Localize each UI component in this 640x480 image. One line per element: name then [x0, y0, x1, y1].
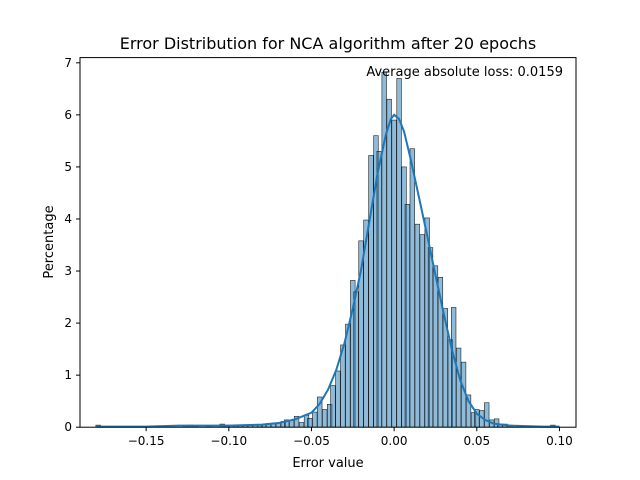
- plot-frame: [79, 57, 577, 428]
- histogram-bar: [451, 307, 457, 428]
- histogram-bar: [404, 204, 410, 428]
- kde-curve: [96, 113, 560, 428]
- y-tick-label: 6: [64, 108, 72, 122]
- x-tick-label: −0.10: [210, 434, 247, 448]
- y-tick-label: 5: [64, 160, 72, 174]
- histogram-bar: [391, 119, 397, 428]
- y-axis-label: Percentage: [42, 205, 57, 278]
- histogram-bar: [381, 71, 387, 428]
- histogram-bar: [386, 98, 392, 428]
- y-tick-label: 4: [64, 212, 72, 226]
- x-tick-label: −0.05: [293, 434, 330, 448]
- histogram-bar: [432, 265, 439, 428]
- x-tick-label: 0.05: [463, 434, 490, 448]
- histogram-bar: [312, 411, 318, 428]
- histogram-bar: [419, 234, 425, 428]
- histogram-bar: [353, 291, 359, 428]
- x-tick-label: −0.15: [128, 434, 165, 448]
- x-axis-ticks: −0.15 −0.10 −0.05 0.00 0.05 0.10: [128, 427, 573, 448]
- y-tick-label: 1: [64, 368, 72, 382]
- y-tick-label: 7: [64, 56, 72, 70]
- y-tick-label: 0: [64, 420, 72, 434]
- histogram-bar: [307, 418, 313, 428]
- histogram-bar: [376, 151, 382, 428]
- histogram-bar: [484, 402, 490, 428]
- histogram-bar: [409, 148, 415, 428]
- histogram-bar: [322, 409, 328, 428]
- histogram-bar: [298, 422, 305, 428]
- chart-title: Error Distribution for NCA algorithm aft…: [120, 34, 537, 53]
- histogram-bar: [414, 223, 420, 428]
- x-tick-label: 0.00: [381, 434, 408, 448]
- average-loss-annotation: Average absolute loss: 0.0159: [366, 65, 563, 80]
- y-tick-label: 3: [64, 264, 72, 278]
- histogram-bars: [95, 71, 556, 428]
- histogram-bar: [330, 385, 336, 428]
- y-axis-ticks: 0 1 2 3 4 5 6 7: [64, 56, 80, 434]
- x-axis-label: Error value: [292, 456, 363, 471]
- histogram-bar: [427, 247, 434, 428]
- y-tick-label: 2: [64, 316, 72, 330]
- histogram-bar: [335, 370, 341, 428]
- histogram-bar: [396, 78, 402, 428]
- x-tick-label: 0.10: [546, 434, 573, 448]
- histogram-bar: [368, 155, 374, 428]
- histogram-bar: [340, 344, 346, 428]
- histogram-bar: [455, 347, 462, 428]
